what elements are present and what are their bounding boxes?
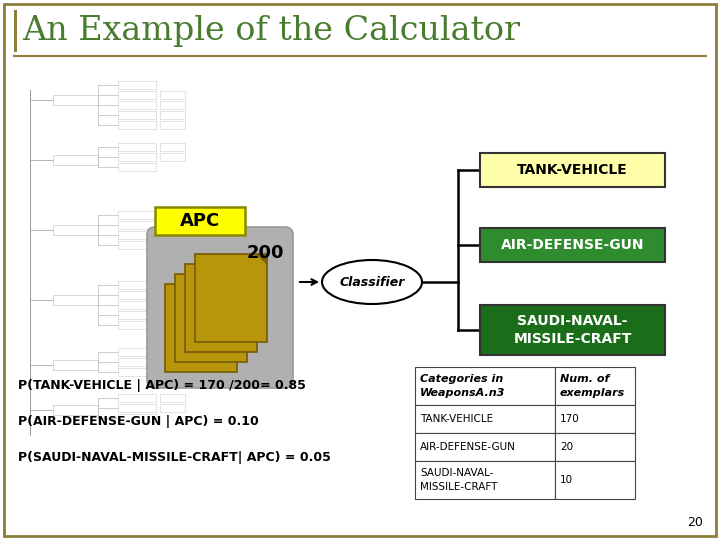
Text: 10: 10: [560, 475, 573, 485]
Bar: [118, 291, 156, 299]
Bar: [118, 111, 156, 119]
Bar: [118, 81, 156, 89]
Bar: [118, 143, 156, 151]
Text: TANK-VEHICLE: TANK-VEHICLE: [517, 163, 628, 177]
Bar: [165, 284, 237, 372]
Bar: [118, 163, 156, 171]
Bar: [118, 394, 156, 402]
Ellipse shape: [322, 260, 422, 304]
Bar: [118, 153, 156, 161]
Bar: [118, 281, 156, 289]
Text: SAUDI-NAVAL-: SAUDI-NAVAL-: [517, 314, 628, 328]
Bar: [118, 211, 156, 219]
Bar: [555, 433, 635, 461]
Bar: [415, 405, 555, 433]
Bar: [160, 101, 185, 109]
FancyBboxPatch shape: [147, 227, 293, 388]
Bar: [160, 241, 185, 249]
Text: exemplars: exemplars: [560, 388, 625, 398]
Bar: [480, 305, 665, 355]
Bar: [53, 155, 98, 165]
Text: SAUDI-NAVAL-: SAUDI-NAVAL-: [420, 468, 493, 478]
Text: MISSILE-CRAFT: MISSILE-CRAFT: [420, 482, 498, 492]
Polygon shape: [237, 274, 247, 284]
Bar: [160, 91, 185, 99]
Bar: [555, 405, 635, 433]
Text: P(SAUDI-NAVAL-MISSILE-CRAFT| APC) = 0.05: P(SAUDI-NAVAL-MISSILE-CRAFT| APC) = 0.05: [18, 451, 331, 464]
Text: 20: 20: [560, 442, 573, 452]
Bar: [555, 461, 635, 499]
Text: 200: 200: [246, 244, 284, 262]
Text: TANK-VEHICLE: TANK-VEHICLE: [420, 414, 493, 424]
Text: AIR-DEFENSE-GUN: AIR-DEFENSE-GUN: [420, 442, 516, 452]
Bar: [160, 221, 185, 229]
Text: P(AIR-DEFENSE-GUN | APC) = 0.10: P(AIR-DEFENSE-GUN | APC) = 0.10: [18, 415, 258, 429]
Bar: [160, 231, 185, 239]
Bar: [415, 433, 555, 461]
Text: Categories in: Categories in: [420, 374, 503, 384]
Bar: [118, 101, 156, 109]
Bar: [160, 111, 185, 119]
Bar: [118, 404, 156, 412]
Bar: [155, 207, 245, 235]
Bar: [480, 153, 665, 187]
Text: 170: 170: [560, 414, 580, 424]
Bar: [118, 321, 156, 329]
Text: Classifier: Classifier: [339, 275, 405, 288]
Bar: [175, 274, 247, 362]
Bar: [118, 368, 156, 376]
Polygon shape: [227, 284, 237, 294]
Bar: [195, 254, 267, 342]
Bar: [118, 231, 156, 239]
Bar: [118, 358, 156, 366]
Bar: [53, 95, 98, 105]
Text: WeaponsA.n3: WeaponsA.n3: [420, 388, 505, 398]
Polygon shape: [247, 264, 257, 274]
Bar: [160, 358, 185, 366]
FancyBboxPatch shape: [4, 4, 716, 536]
Bar: [118, 221, 156, 229]
Bar: [415, 367, 555, 405]
Text: Num. of: Num. of: [560, 374, 609, 384]
Bar: [118, 121, 156, 129]
Bar: [118, 414, 156, 422]
Bar: [185, 264, 257, 352]
Bar: [160, 153, 185, 161]
Bar: [118, 301, 156, 309]
Bar: [160, 348, 185, 356]
Bar: [118, 348, 156, 356]
Bar: [53, 225, 98, 235]
Text: APC: APC: [180, 212, 220, 230]
Bar: [160, 143, 185, 151]
Text: An Example of the Calculator: An Example of the Calculator: [22, 15, 520, 47]
Bar: [160, 311, 185, 319]
Text: P(TANK-VEHICLE | APC) = 170 /200= 0.85: P(TANK-VEHICLE | APC) = 170 /200= 0.85: [18, 379, 306, 392]
Text: MISSILE-CRAFT: MISSILE-CRAFT: [513, 332, 631, 346]
Text: AIR-DEFENSE-GUN: AIR-DEFENSE-GUN: [500, 238, 644, 252]
Bar: [160, 404, 185, 412]
Bar: [480, 228, 665, 262]
Bar: [53, 405, 98, 415]
Bar: [118, 241, 156, 249]
Text: 20: 20: [687, 516, 703, 529]
Polygon shape: [257, 254, 267, 264]
Bar: [415, 461, 555, 499]
Bar: [555, 367, 635, 405]
Bar: [160, 121, 185, 129]
Bar: [160, 394, 185, 402]
Bar: [53, 295, 98, 305]
Bar: [53, 360, 98, 370]
Bar: [118, 91, 156, 99]
Bar: [14, 10, 17, 52]
Bar: [118, 311, 156, 319]
